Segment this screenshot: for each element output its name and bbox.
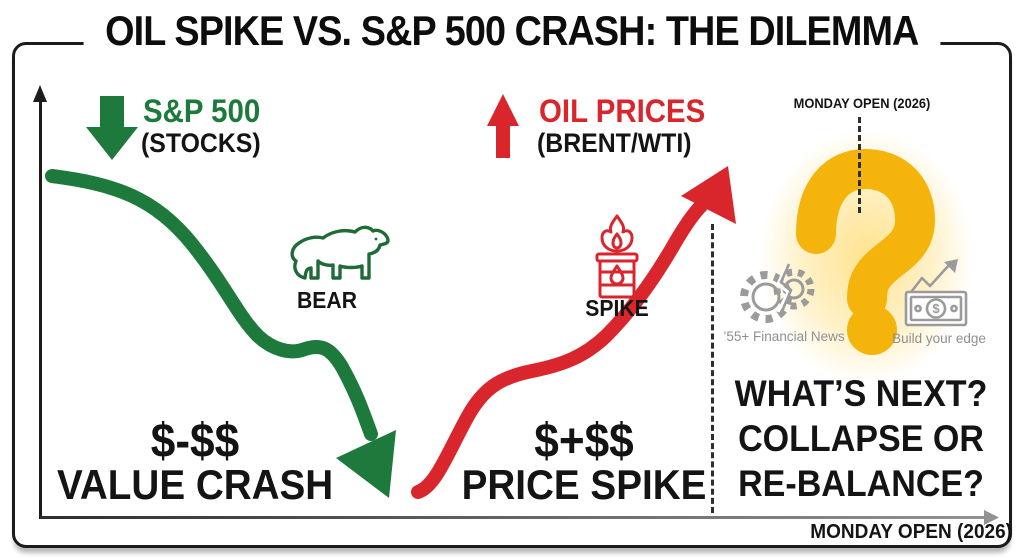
oil-legend-label: OIL PRICES: [539, 93, 706, 129]
broken-gears-icon: [740, 263, 815, 323]
value-crash-label: VALUE CRASH: [57, 461, 334, 508]
whats-next-line1: WHAT’S NEXT?: [734, 373, 988, 414]
money-growth-icon: $: [904, 259, 968, 327]
monday-open-bottom-label: MONDAY OPEN (2026): [810, 521, 1012, 543]
green-down-arrow-icon: [86, 96, 138, 160]
value-crash-amount: $-$$: [150, 415, 240, 468]
price-spike-amount: $+$$: [534, 415, 634, 468]
oil-spike-curve: [411, 199, 708, 499]
page-title: OIL SPIKE VS. S&P 500 CRASH: THE DILEMMA: [83, 6, 941, 56]
sp500-legend-sublabel: (STOCKS): [141, 128, 261, 158]
whats-next-line3: RE-BALANCE?: [738, 463, 984, 504]
sp500-legend-label: S&P 500: [143, 93, 261, 129]
bear-label: BEAR: [297, 287, 357, 313]
dollar-glyph: $: [932, 301, 940, 316]
financial-news-caption: ’55+ Financial News: [723, 329, 845, 344]
price-spike-label: PRICE SPIKE: [461, 461, 707, 508]
monday-open-top-label: MONDAY OPEN (2026): [793, 95, 931, 111]
oil-legend-sublabel: (BRENT/WTI): [537, 128, 692, 158]
red-up-arrow-icon: [487, 94, 519, 158]
x-axis: [40, 516, 986, 519]
sp500-crash-curve: [45, 169, 378, 441]
y-axis-arrowhead-icon: [33, 85, 47, 102]
whats-next-line2: COLLAPSE OR: [738, 418, 984, 459]
spike-label: SPIKE: [585, 295, 649, 321]
oil-curve-arrowhead-icon: [681, 166, 736, 224]
monday-open-guide-line: [858, 117, 861, 213]
divider-guide-line: [711, 224, 714, 513]
title-bar: OIL SPIKE VS. S&P 500 CRASH: THE DILEMMA: [0, 6, 1024, 56]
bear-icon: [290, 225, 390, 280]
y-axis: [39, 98, 42, 519]
build-edge-caption: Build your edge: [892, 331, 986, 346]
sp500-curve-arrowhead-icon: [336, 430, 396, 498]
whats-next-block: WHAT’S NEXT? COLLAPSE OR RE-BALANCE?: [718, 371, 1004, 506]
question-mark-icon: [796, 148, 936, 355]
oil-barrel-fire-icon: [595, 214, 639, 299]
x-axis-arrowhead-icon: [984, 510, 999, 525]
